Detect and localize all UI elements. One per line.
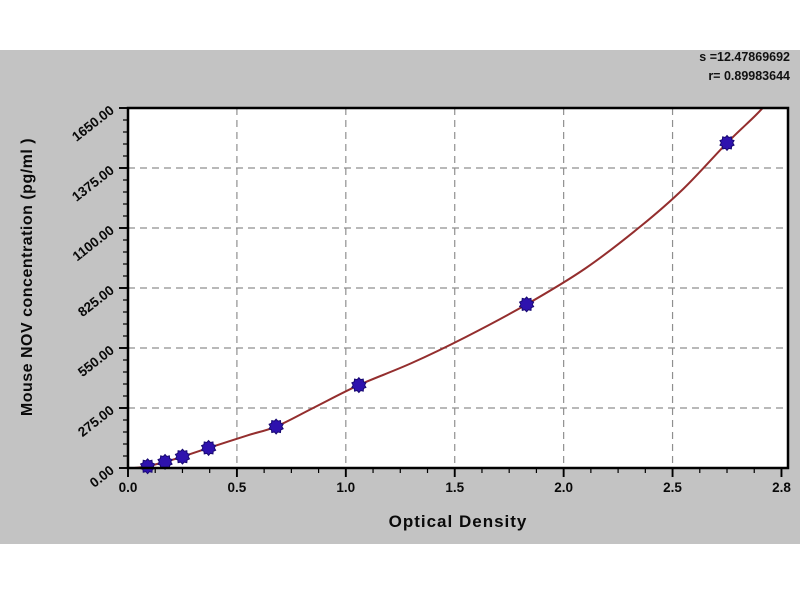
x-tick-label: 0.0: [119, 480, 138, 495]
y-tick-label: 550.00: [75, 343, 117, 380]
x-tick-label: 2.8: [772, 480, 791, 495]
fit-r-value: r= 0.89983644: [708, 69, 790, 83]
data-point-marker: [157, 453, 173, 471]
y-tick-label: 1100.00: [70, 223, 117, 264]
x-tick-label: 1.5: [445, 480, 464, 495]
data-point-marker: [351, 376, 367, 394]
x-axis-title: Optical Density: [388, 512, 528, 531]
data-point-marker: [139, 458, 156, 475]
y-tick-label: 275.00: [75, 403, 117, 440]
y-axis-title: Mouse NOV concentration (pg/ml ): [19, 137, 36, 417]
y-tick-label: 1650.00: [69, 103, 117, 145]
x-tick-label: 2.0: [554, 480, 573, 495]
plot-border: [126, 106, 790, 470]
fit-s-value: s =12.47869692: [699, 50, 790, 64]
data-point-marker: [200, 439, 217, 457]
fit-statistics: s =12.47869692 r= 0.89983644: [699, 48, 790, 86]
y-tick-label: 825.00: [75, 283, 117, 320]
y-tick-label: 0.00: [87, 463, 117, 491]
data-point-marker: [518, 296, 535, 313]
x-tick-label: 1.0: [336, 480, 355, 495]
gridlines: [128, 108, 788, 468]
x-tick-label: 0.5: [228, 480, 247, 495]
x-tick-label: 2.5: [663, 480, 682, 495]
y-tick-label: 1375.00: [69, 163, 117, 205]
data-points: [139, 134, 735, 475]
data-point-marker: [719, 134, 735, 152]
data-point-marker: [268, 418, 284, 435]
data-point-marker: [174, 448, 191, 465]
